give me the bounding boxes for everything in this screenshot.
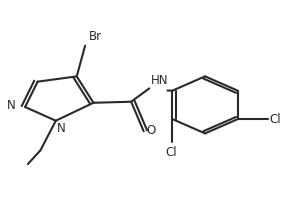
Text: N: N: [7, 100, 15, 112]
Text: Cl: Cl: [165, 146, 177, 159]
Text: Cl: Cl: [270, 113, 281, 126]
Text: O: O: [146, 124, 156, 137]
Text: N: N: [57, 122, 66, 135]
Text: Br: Br: [89, 30, 102, 43]
Text: HN: HN: [151, 74, 168, 87]
